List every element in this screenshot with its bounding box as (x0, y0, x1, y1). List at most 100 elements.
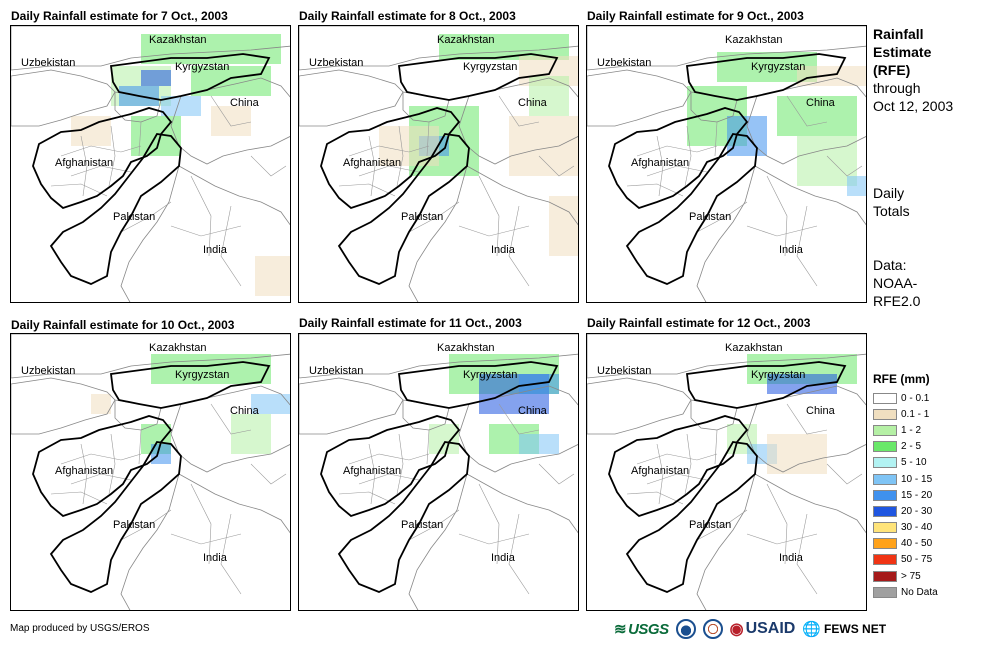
province-border (626, 183, 684, 197)
legend-swatch (873, 505, 897, 517)
province-border (508, 205, 530, 287)
country-border (696, 165, 866, 302)
rainfall-patch (211, 106, 251, 136)
province-border (348, 453, 430, 465)
province-border (408, 509, 460, 541)
label-uzbekistan: Uzbekistan (597, 57, 652, 69)
label-kazakhstan: Kazakhstan (149, 342, 207, 354)
fewsnet-logo: 🌐 FEWS NET (802, 620, 886, 638)
legend-swatch (873, 554, 897, 566)
label-india: India (203, 552, 227, 564)
label-afghanistan: Afghanistan (631, 465, 690, 477)
highlight-border (32, 415, 173, 518)
highlight-border (685, 361, 847, 409)
province-border (746, 225, 818, 237)
country-border (120, 473, 290, 610)
country-border (11, 69, 116, 127)
highlight-border (337, 133, 470, 285)
highlight-border (32, 107, 173, 210)
province-border (138, 121, 142, 157)
province-border (50, 183, 108, 197)
panel-title-oct-7: Daily Rainfall estimate for 7 Oct., 2003 (11, 9, 228, 23)
province-border (368, 135, 376, 197)
province-border (396, 433, 404, 495)
map-credit: Map produced by USGS/EROS (10, 623, 150, 634)
label-kyrgyzstan: Kyrgyzstan (175, 369, 230, 381)
label-pakistan: Pakistan (689, 519, 732, 531)
label-china: China (806, 97, 835, 109)
rainfall-patch (767, 434, 827, 474)
legend-swatch (873, 424, 897, 436)
country-border (746, 77, 866, 165)
side-title: Rainfall Estimate (RFE) through Oct 12, … (873, 25, 953, 115)
label-india: India (779, 244, 803, 256)
highlight-border (49, 133, 182, 285)
label-india: India (491, 552, 515, 564)
label-china: China (806, 405, 835, 417)
country-border (299, 69, 404, 127)
legend-swatch (873, 441, 897, 453)
label-kyrgyzstan: Kyrgyzstan (463, 61, 518, 73)
legend-item: 20 - 30 (873, 503, 938, 519)
label-pakistan: Pakistan (401, 519, 444, 531)
label-kyrgyzstan: Kyrgyzstan (463, 369, 518, 381)
legend-label: 2 - 5 (901, 441, 922, 453)
country-border (11, 26, 290, 71)
province-border (636, 145, 718, 157)
province-border (538, 155, 575, 177)
province-border (796, 513, 818, 595)
province-border (696, 509, 748, 541)
label-pakistan: Pakistan (113, 519, 156, 531)
rainfall-patch (255, 256, 290, 296)
label-kazakhstan: Kazakhstan (725, 342, 783, 354)
province-border (210, 95, 252, 127)
panel-title-oct-8: Daily Rainfall estimate for 8 Oct., 2003 (299, 9, 516, 23)
side-title-line: (RFE) (873, 62, 911, 78)
map-panel-oct-8: Kazakhstan Uzbekistan Kyrgyzstan China A… (298, 25, 579, 303)
label-kazakhstan: Kazakhstan (725, 34, 783, 46)
province-border (170, 533, 242, 545)
rainfall-patch (91, 394, 111, 414)
country-border (587, 377, 692, 435)
province-border (796, 205, 818, 287)
highlight-border (625, 133, 758, 285)
legend-label: > 75 (901, 570, 921, 582)
legend-item: 40 - 50 (873, 536, 938, 552)
legend-item: 15 - 20 (873, 487, 938, 503)
label-china: China (518, 405, 547, 417)
legend-label: 50 - 75 (901, 554, 933, 566)
legend-label: 0.1 - 1 (901, 408, 930, 420)
province-border (358, 473, 420, 485)
rainfall-patch (141, 70, 171, 86)
legend-items: 0 - 0.1 0.1 - 1 1 - 2 2 - 5 5 - 10 10 - 15 15 … (873, 390, 938, 600)
province-border (108, 125, 116, 187)
province-border (826, 463, 863, 485)
label-kyrgyzstan: Kyrgyzstan (751, 369, 806, 381)
highlight-border (397, 361, 559, 409)
legend-label: 15 - 20 (901, 489, 933, 501)
data-source: Data: NOAA- RFE2.0 (873, 256, 920, 310)
legend-swatch (873, 408, 897, 420)
side-title-line: Estimate (873, 44, 932, 60)
province-border (220, 513, 242, 595)
usgs-text: USGS (628, 620, 669, 638)
province-border (458, 225, 530, 237)
map-svg (11, 26, 290, 302)
label-kazakhstan: Kazakhstan (437, 342, 495, 354)
province-border (108, 433, 116, 495)
highlight-border (320, 415, 461, 518)
rainfall-patch (529, 76, 569, 116)
legend-swatch (873, 489, 897, 501)
rainfall-patch (797, 66, 866, 86)
label-china: China (230, 97, 259, 109)
logo-strip: ≋ USGS ◉ USAID 🌐 FEWS NET (614, 619, 893, 639)
legend-item: > 75 (873, 568, 938, 584)
legend-label: 0 - 0.1 (901, 392, 930, 404)
province-border (478, 483, 500, 565)
country-border (170, 385, 290, 473)
map-panel-oct-12: Kazakhstan Uzbekistan Kyrgyzstan China A… (586, 333, 867, 611)
highlight-border (320, 107, 461, 210)
province-border (498, 95, 540, 127)
highlight-border (337, 441, 470, 593)
province-border (478, 175, 500, 257)
